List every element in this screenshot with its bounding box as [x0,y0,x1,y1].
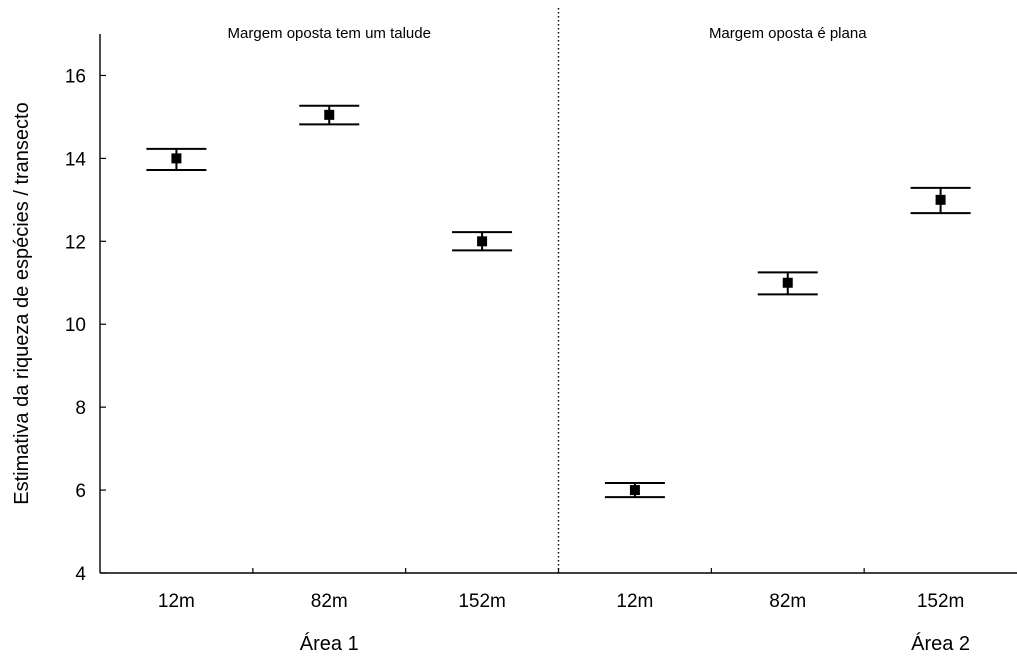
y-tick-label: 14 [65,149,87,170]
panel-label: Margem oposta é plana [709,25,867,42]
x-tick-label: 152m [458,591,506,612]
group-label-area-2: Área 2 [911,632,970,655]
data-marks [146,104,971,499]
panel-label: Margem oposta tem um talude [228,25,431,42]
y-tick-label: 4 [75,564,86,585]
data-point [782,277,793,288]
x-tick-label: 82m [311,591,348,612]
y-tick-label: 10 [65,315,86,336]
data-point [629,485,640,496]
x-axis-ticks: 12m 82m 152m 12m 82m 152m [158,568,964,612]
y-axis-title: Estimativa da riqueza de espécies / tran… [11,102,33,504]
panel-labels: Margem oposta tem um talude Margem oposta… [228,8,867,573]
group-label-area-1: Área 1 [300,632,359,655]
data-point [477,236,488,247]
x-tick-label: 12m [158,591,195,612]
data-point [171,153,182,164]
y-tick-label: 6 [75,481,86,502]
y-tick-label: 16 [65,66,86,87]
y-axis-ticks: 4 6 8 10 12 14 16 [65,66,106,585]
y-tick-label: 8 [75,398,86,419]
data-point [324,109,335,120]
y-tick-label: 12 [65,232,86,253]
x-tick-label: 12m [616,591,653,612]
data-point [935,194,946,205]
text-labels: Área 1 Área 2 Estimativa da riqueza de esp… [11,102,970,655]
x-tick-label: 152m [917,591,965,612]
x-tick-label: 82m [769,591,806,612]
